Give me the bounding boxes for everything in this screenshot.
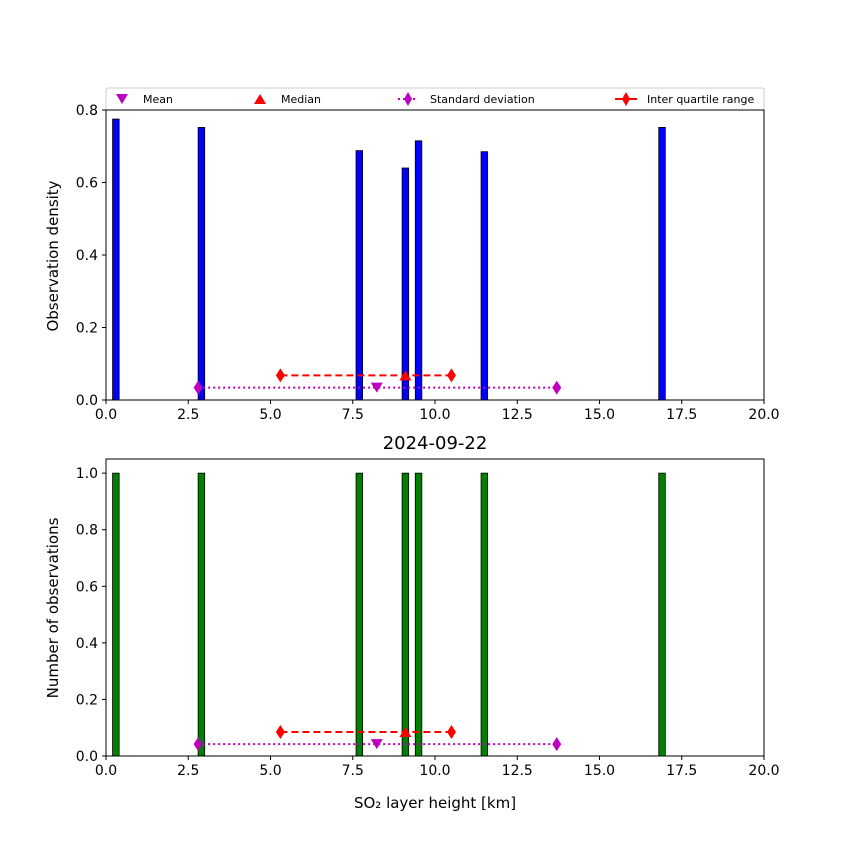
legend-std-label: Standard deviation (430, 93, 535, 106)
x-tick-label: 12.5 (502, 763, 533, 779)
x-tick-label: 2.5 (177, 407, 199, 423)
y-tick-label: 0.8 (76, 103, 98, 119)
x-tick-label: 10.0 (419, 407, 450, 423)
mean-marker (370, 382, 383, 393)
bar (355, 150, 364, 401)
bar (112, 118, 120, 401)
std-high-marker (552, 380, 562, 395)
panel-top: 0.0 2.5 5.0 7.5 10.0 12.5 15.0 17.5 20.0 0.0 0.2 0.… (76, 103, 780, 423)
bar (414, 140, 423, 401)
bottom-x-axis-label: SO₂ layer height [km] (354, 794, 516, 812)
x-tick-label: 12.5 (502, 407, 533, 423)
x-tick-label: 0.0 (95, 407, 117, 423)
bar (401, 472, 410, 757)
y-tick-label: 1.0 (76, 466, 98, 482)
x-tick-label: 5.0 (259, 763, 281, 779)
y-tick-label: 0.2 (76, 321, 98, 337)
legend-median-marker (254, 94, 266, 104)
bar (480, 472, 489, 757)
std-low-marker (193, 380, 203, 395)
bar (197, 472, 206, 757)
top-y-axis-label: Observation density (44, 180, 62, 331)
x-tick-label: 20.0 (748, 763, 779, 779)
y-tick-label: 0.0 (76, 749, 98, 765)
legend-median-label: Median (281, 93, 321, 106)
bar (480, 151, 489, 401)
median-marker (399, 726, 412, 737)
iqr-low-marker (275, 368, 285, 383)
panel-bottom: 0.0 2.5 5.0 7.5 10.0 12.5 15.0 17.5 20.0 0.0 0.2 0.… (76, 458, 780, 779)
x-tick-label: 2.5 (177, 763, 199, 779)
x-tick-label: 17.5 (666, 763, 697, 779)
bar (414, 472, 423, 757)
legend-mean-marker (116, 94, 128, 104)
x-tick-label: 20.0 (748, 407, 779, 423)
y-tick-label: 0.4 (76, 248, 98, 264)
bar (658, 127, 666, 401)
x-tick-label: 10.0 (419, 763, 450, 779)
std-low-marker (193, 737, 203, 752)
bottom-chart-title: 2024-09-22 (383, 433, 488, 454)
y-tick-label: 0.6 (76, 176, 98, 192)
legend-iqr-marker (622, 92, 630, 106)
y-tick-label: 0.4 (76, 636, 98, 652)
iqr-low-marker (275, 724, 285, 739)
legend-iqr-label: Inter quartile range (647, 93, 754, 106)
x-tick-label: 7.5 (342, 763, 364, 779)
legend-mean-label: Mean (143, 93, 173, 106)
bar (658, 472, 666, 757)
std-high-marker (552, 737, 562, 752)
bottom-y-axis-label: Number of observations (44, 517, 62, 698)
x-tick-label: 15.0 (584, 407, 615, 423)
mean-marker (370, 739, 383, 750)
bar (112, 472, 120, 757)
y-tick-label: 0.2 (76, 692, 98, 708)
legend-std-marker (404, 92, 412, 106)
x-tick-label: 15.0 (584, 763, 615, 779)
median-marker (399, 370, 412, 381)
iqr-high-marker (446, 724, 456, 739)
bar (355, 472, 364, 757)
y-tick-label: 0.8 (76, 523, 98, 539)
iqr-high-marker (446, 368, 456, 383)
bar (401, 167, 410, 401)
y-tick-label: 0.6 (76, 579, 98, 595)
x-tick-label: 0.0 (95, 763, 117, 779)
y-tick-label: 0.0 (76, 393, 98, 409)
bar (197, 127, 206, 401)
x-tick-label: 7.5 (342, 407, 364, 423)
legend: Mean Median Standard deviation Inter qua… (105, 87, 765, 111)
x-tick-label: 5.0 (259, 407, 281, 423)
x-tick-label: 17.5 (666, 407, 697, 423)
